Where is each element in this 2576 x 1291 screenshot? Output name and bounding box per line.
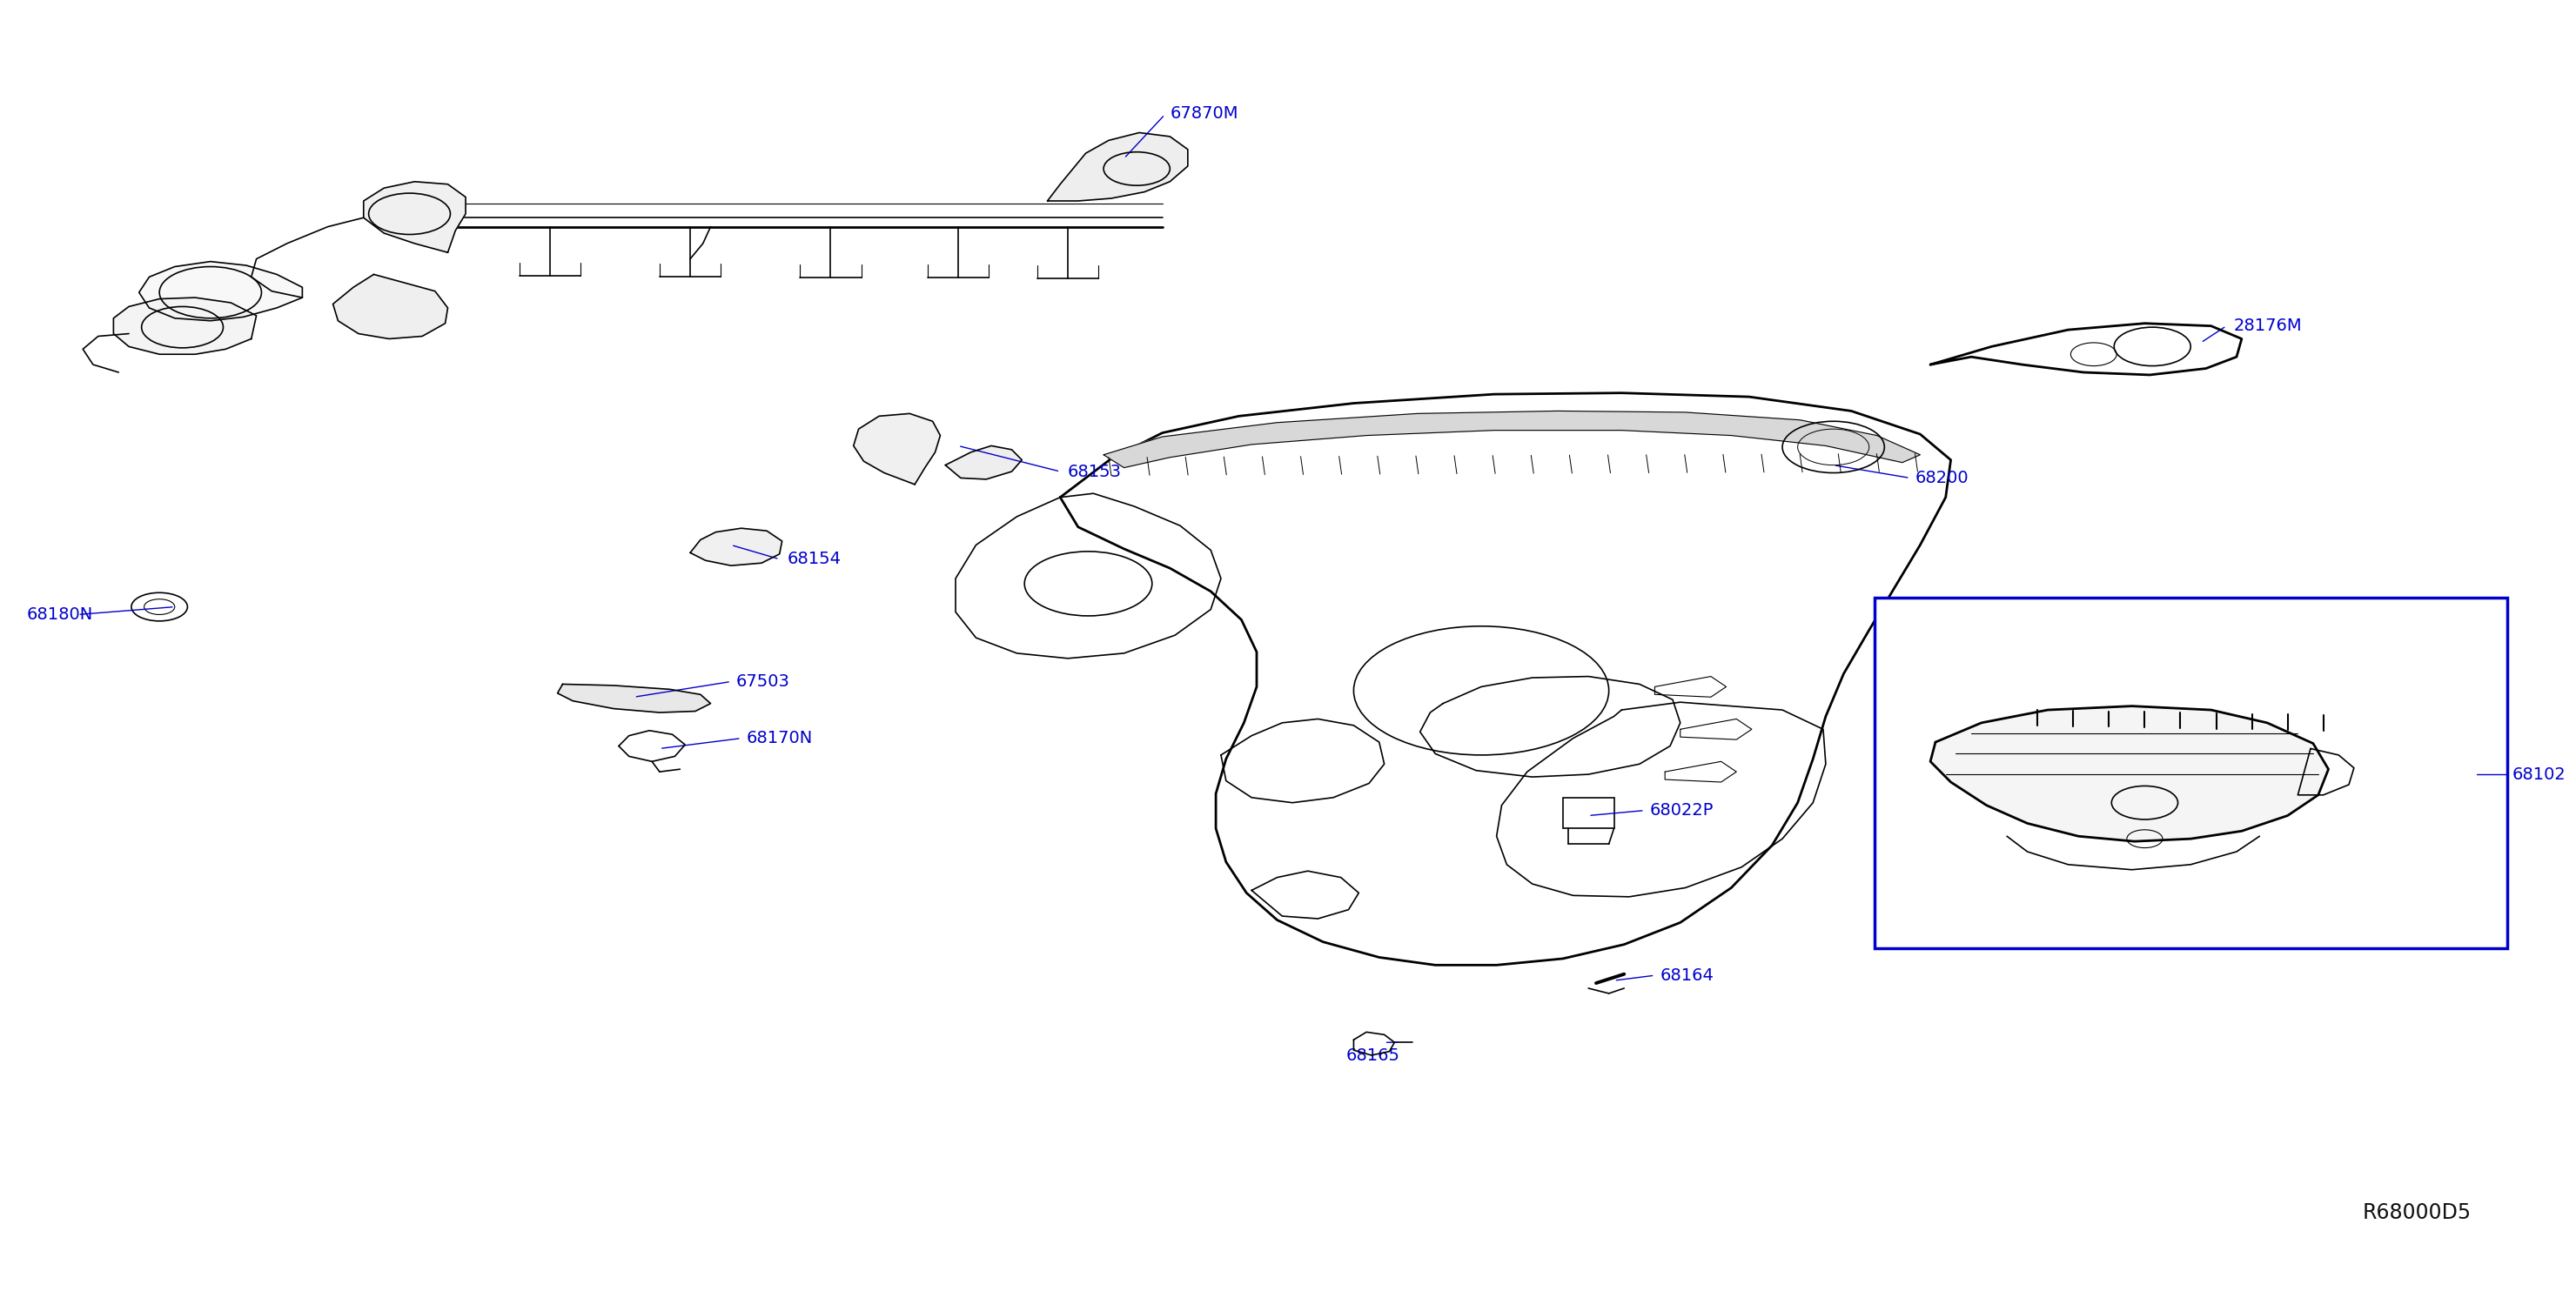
Bar (1875, 598, 2506, 949)
Text: 68180N: 68180N (26, 607, 93, 622)
Text: 67503: 67503 (737, 674, 791, 689)
Polygon shape (1061, 392, 1950, 966)
Polygon shape (853, 413, 940, 484)
Polygon shape (1929, 706, 2329, 842)
Polygon shape (1048, 133, 1188, 201)
Text: 28176M: 28176M (2233, 318, 2303, 334)
Text: 68153: 68153 (1069, 463, 1121, 480)
Polygon shape (945, 445, 1023, 479)
Text: 68102: 68102 (2512, 766, 2566, 782)
Text: 68165: 68165 (1347, 1047, 1399, 1064)
Text: 68164: 68164 (1659, 967, 1713, 984)
Polygon shape (113, 298, 258, 354)
Polygon shape (1929, 323, 2241, 374)
Polygon shape (332, 275, 448, 338)
Circle shape (2105, 625, 2136, 640)
Polygon shape (363, 182, 466, 253)
Bar (1564, 798, 1615, 829)
Text: R68000D5: R68000D5 (2362, 1202, 2470, 1223)
Polygon shape (556, 684, 711, 713)
Text: 68170N: 68170N (747, 729, 811, 746)
Text: 26261: 26261 (2200, 618, 2254, 634)
Text: 68200: 68200 (1914, 470, 1968, 487)
Polygon shape (139, 262, 301, 320)
Polygon shape (690, 528, 783, 565)
Text: 68022P: 68022P (1649, 802, 1713, 818)
Text: 68154: 68154 (788, 551, 842, 568)
Text: 67870M: 67870M (1170, 105, 1239, 121)
Polygon shape (1103, 411, 1919, 467)
